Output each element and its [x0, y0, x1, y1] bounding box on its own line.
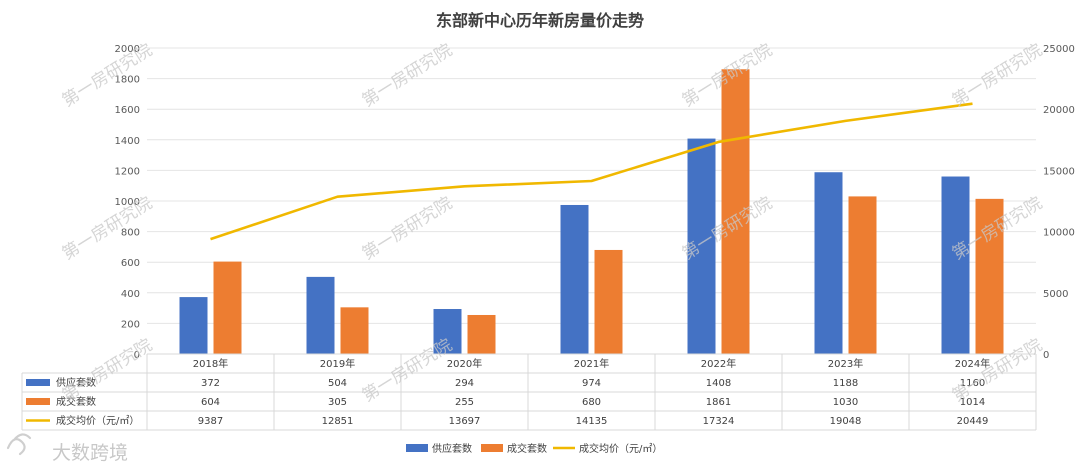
supply-bar	[941, 176, 970, 354]
legend-swatch	[406, 444, 428, 452]
x-axis-label: 2020年	[447, 357, 482, 370]
table-cell: 604	[201, 397, 220, 408]
legend-label: 成交套数	[507, 442, 547, 455]
left-axis-tick: 2000	[115, 44, 140, 55]
supply-bar	[306, 276, 335, 354]
deal-bar	[975, 198, 1004, 354]
left-axis-tick: 1000	[115, 197, 140, 208]
watermark-text: 第一房研究院	[59, 335, 156, 406]
deal-bar	[467, 314, 496, 354]
table-cell: 20449	[957, 416, 989, 427]
table-cell: 12851	[322, 416, 354, 427]
left-axis-tick: 0	[134, 350, 140, 361]
right-axis-tick: 10000	[1043, 228, 1075, 239]
watermark-text: 第一房研究院	[59, 193, 156, 264]
table-cell: 1030	[833, 397, 858, 408]
price-line-layer	[210, 102, 973, 241]
left-axis-tick: 200	[121, 319, 140, 330]
brand-logo: 大数跨境	[6, 433, 128, 464]
left-axis-ticks: 0 200 400 600 800 1000 1200 1400 1600 1800 2000	[115, 44, 140, 361]
table-cell: 1014	[960, 397, 985, 408]
x-axis-label: 2024年	[955, 357, 990, 370]
table-cell: 294	[455, 378, 474, 389]
x-axis-label: 2021年	[574, 357, 609, 370]
supply-bar	[179, 297, 208, 354]
table-cell: 680	[582, 397, 601, 408]
watermark-text: 第一房研究院	[359, 193, 456, 264]
watermark-text: 第一房研究院	[359, 335, 456, 406]
deal-bar	[340, 307, 369, 354]
right-axis-tick: 5000	[1043, 289, 1068, 300]
right-axis-tick: 25000	[1043, 44, 1075, 55]
table-cell: 9387	[198, 416, 223, 427]
table-cell: 1188	[833, 378, 858, 389]
brand-text: 大数跨境	[52, 442, 128, 464]
legend-swatch	[481, 444, 503, 452]
left-axis-tick: 1600	[115, 105, 140, 116]
left-axis-tick: 1200	[115, 166, 140, 177]
x-axis-label: 2018年	[193, 357, 228, 370]
x-axis-label: 2023年	[828, 357, 863, 370]
table-cell: 19048	[830, 416, 862, 427]
bars	[179, 69, 1004, 354]
deal-bar	[721, 69, 750, 354]
watermark-text: 第一房研究院	[59, 40, 156, 111]
table-cell: 1160	[960, 378, 985, 389]
legend: 供应套数 成交套数 成交均价（元/㎡）	[406, 442, 662, 455]
deal-bar	[594, 249, 623, 354]
right-axis-tick: 15000	[1043, 166, 1075, 177]
supply-bar	[814, 172, 843, 354]
supply-bar	[560, 204, 589, 354]
legend-label: 成交均价（元/㎡）	[579, 442, 662, 455]
right-axis-tick: 0	[1043, 350, 1049, 361]
table-cell: 13697	[449, 416, 481, 427]
gridlines	[147, 47, 1036, 355]
deal-bar	[848, 196, 877, 354]
row-label: 成交套数	[56, 395, 96, 408]
table-cell: 974	[582, 378, 601, 389]
supply-bar	[687, 138, 716, 354]
row-label: 成交均价（元/㎡）	[56, 414, 139, 427]
left-axis-tick: 1800	[115, 75, 140, 86]
left-axis-tick: 1400	[115, 136, 140, 147]
right-axis-tick: 20000	[1043, 105, 1075, 116]
table-cell: 1861	[706, 397, 731, 408]
x-axis-label: 2019年	[320, 357, 355, 370]
chart-title: 东部新中心历年新房量价走势	[436, 11, 644, 30]
deal-bar	[213, 261, 242, 354]
right-axis-ticks: 0 5000 10000 15000 20000 25000	[1043, 44, 1075, 361]
watermark-text: 第一房研究院	[359, 40, 456, 111]
table-cell: 305	[328, 397, 347, 408]
left-axis-tick: 600	[121, 258, 140, 269]
table-cell: 1408	[706, 378, 731, 389]
table-cell: 14135	[576, 416, 608, 427]
table-cell: 372	[201, 378, 220, 389]
left-axis-tick: 400	[121, 289, 140, 300]
row-legend-swatch	[26, 379, 50, 386]
row-legend-swatch	[26, 398, 50, 405]
legend-label: 供应套数	[432, 442, 472, 455]
brand-icon	[6, 433, 32, 456]
supply-bar	[433, 309, 462, 354]
table-cell: 17324	[703, 416, 735, 427]
table-cell: 504	[328, 378, 347, 389]
table-cell: 255	[455, 397, 474, 408]
row-label: 供应套数	[56, 376, 96, 389]
watermark-text: 第一房研究院	[949, 40, 1046, 111]
x-axis-label: 2022年	[701, 357, 736, 370]
left-axis-tick: 800	[121, 228, 140, 239]
